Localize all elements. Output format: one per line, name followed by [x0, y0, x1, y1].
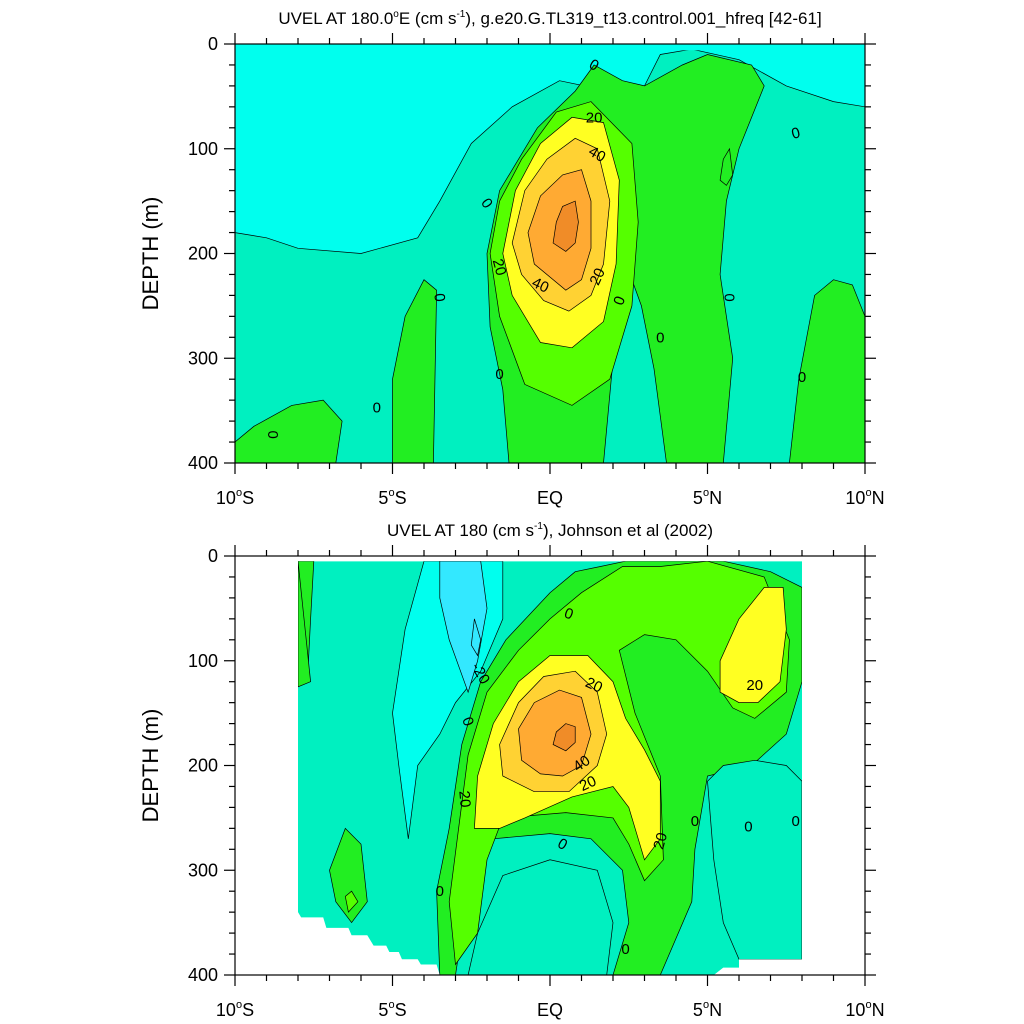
y-tick-label: 100: [188, 139, 218, 159]
contour-label: 0: [495, 366, 503, 383]
x-tick-label: 10oN: [845, 999, 884, 1020]
x-tick-label: 5oS: [378, 999, 406, 1020]
y-tick-label: 100: [188, 651, 218, 671]
x-tick-label: 5oS: [378, 487, 406, 508]
x-tick-label: 5oN: [693, 487, 722, 508]
contour-region-p60: [552, 723, 576, 752]
chart-title: UVEL AT 180.0oE (cm s-1), g.e20.G.TL319_…: [278, 9, 821, 28]
y-axis-label: DEPTH (m): [138, 709, 163, 823]
contour-label: 0: [430, 293, 448, 303]
contour-label: 0: [744, 818, 752, 835]
y-tick-label: 0: [208, 546, 218, 566]
contour-label: 0: [373, 399, 381, 416]
contour-label: 0: [436, 883, 444, 900]
contour-label: 0: [656, 329, 664, 346]
contour-region-p10: [329, 827, 368, 924]
y-tick-label: 400: [188, 965, 218, 985]
contour-label: 0: [691, 813, 699, 830]
y-tick-label: 0: [208, 34, 218, 54]
x-tick-label: 5oN: [693, 999, 722, 1020]
surface-strip-fill: [235, 44, 865, 51]
contour-label: 20: [746, 677, 763, 694]
contour-region-p20: [344, 890, 359, 913]
contour-label: 0: [798, 369, 806, 386]
contour-fill: [298, 561, 802, 975]
x-tick-label: 10oS: [216, 999, 254, 1020]
y-tick-label: 200: [188, 756, 218, 776]
contour-region-p0: [467, 859, 614, 975]
chart-title: UVEL AT 180 (cm s-1), Johnson et al (200…: [387, 521, 713, 540]
contour-label: 40: [529, 274, 551, 296]
contour-fill: [235, 49, 865, 464]
contour-label: 40: [570, 752, 593, 775]
contour-region-m20: [439, 561, 488, 694]
x-tick-label: EQ: [537, 1000, 563, 1020]
contour-region-p60: [552, 200, 579, 252]
contour-region-p0: [707, 759, 802, 960]
contour-label: 20: [577, 773, 599, 795]
y-tick-label: 200: [188, 244, 218, 264]
contour-region-m30: [470, 618, 482, 657]
contour-region-p10: [298, 561, 311, 688]
y-tick-label: 300: [188, 348, 218, 368]
contour-label: 0: [621, 941, 629, 958]
contour-label: 20: [583, 674, 605, 696]
x-tick-label: 10oN: [845, 487, 884, 508]
y-tick-label: 300: [188, 860, 218, 880]
x-tick-label: EQ: [537, 488, 563, 508]
y-axis-label: DEPTH (m): [138, 197, 163, 311]
contour-region-p30: [719, 587, 787, 703]
contour-label: 40: [586, 143, 609, 166]
contour-label: 0: [792, 813, 800, 830]
contour-label: 0: [721, 293, 738, 301]
contour-label: 20: [650, 831, 671, 852]
y-tick-label: 400: [188, 453, 218, 473]
contour-label: 20: [586, 266, 608, 288]
x-tick-label: 10oS: [216, 487, 254, 508]
contour-region-p50: [518, 689, 592, 777]
contour-region-p10: [789, 279, 865, 464]
contour-region-p10: [235, 399, 343, 464]
contour-label: 0: [264, 431, 281, 439]
contour-label: 20: [586, 109, 603, 126]
contour-region-p10: [719, 147, 734, 186]
contour-label: 20: [455, 790, 473, 808]
contour-label: 20: [489, 257, 510, 278]
